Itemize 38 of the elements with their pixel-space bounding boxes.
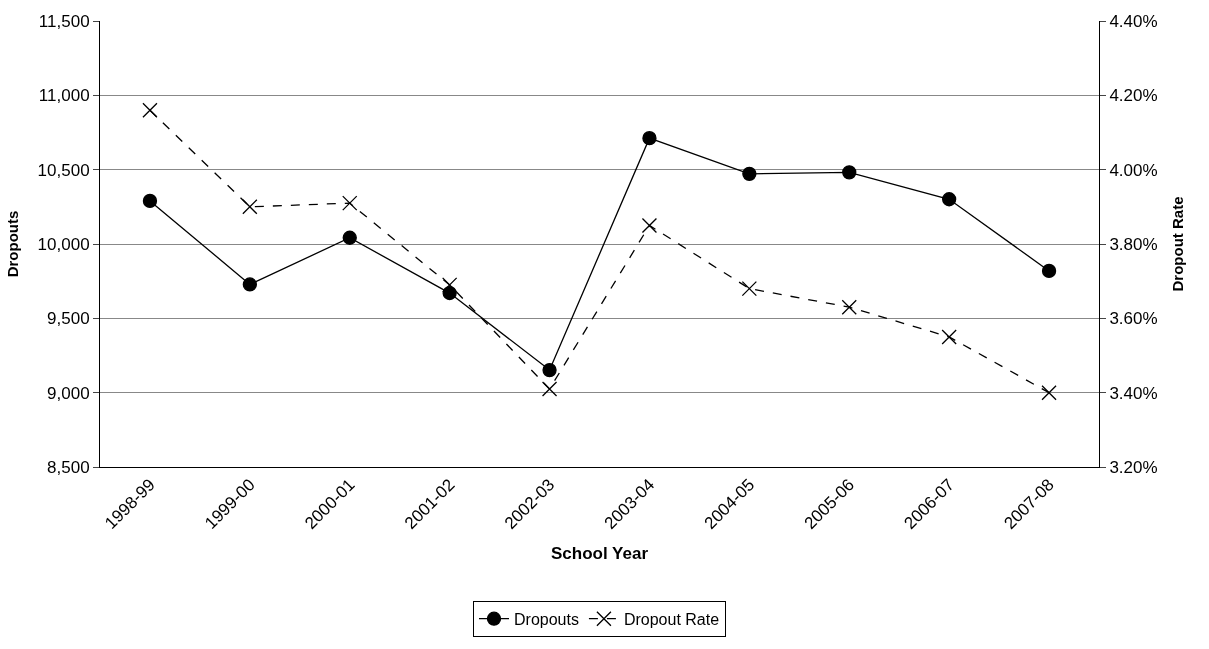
y-tick-label: 10,500 xyxy=(37,160,90,180)
point xyxy=(342,195,358,211)
point xyxy=(442,277,458,293)
y-tick-label: 11,500 xyxy=(38,11,90,31)
point xyxy=(142,102,158,118)
point xyxy=(342,230,357,245)
y2-tick-label: 3.80% xyxy=(1109,234,1158,254)
y2-axis-title: Dropout Rate xyxy=(1168,196,1186,292)
y-tick-label: 9,500 xyxy=(47,309,90,329)
legend-label: Dropouts xyxy=(514,610,579,628)
point xyxy=(142,193,158,209)
y2-tick-label: 3.60% xyxy=(1109,309,1158,329)
x-axis-title: School Year xyxy=(550,544,649,564)
point xyxy=(242,199,258,215)
point xyxy=(642,131,657,146)
point xyxy=(542,362,557,378)
y-axis-title: Dropouts xyxy=(3,210,21,278)
y2-tick-label: 3.40% xyxy=(1109,383,1158,403)
point xyxy=(541,381,558,397)
point xyxy=(641,217,658,234)
point xyxy=(1041,263,1057,279)
y2-tick-label: 3.20% xyxy=(1109,457,1158,477)
point xyxy=(242,277,257,292)
point xyxy=(1041,385,1057,401)
point xyxy=(741,280,757,297)
y-tick-label: 11,000 xyxy=(38,86,90,106)
y2-tick-label: 4.40% xyxy=(1109,11,1158,31)
point xyxy=(942,192,957,207)
y2-tick-label: 4.20% xyxy=(1109,86,1158,106)
y-tick-label: 8,500 xyxy=(47,457,90,477)
y2-tick-label: 4.00% xyxy=(1109,160,1158,180)
y-tick-label: 9,000 xyxy=(47,383,90,403)
point xyxy=(842,165,857,180)
y-tick-label: 10,000 xyxy=(37,234,90,254)
legend-label: Dropout Rate xyxy=(623,610,720,628)
point xyxy=(742,166,757,181)
point xyxy=(941,329,957,345)
point xyxy=(841,299,857,315)
